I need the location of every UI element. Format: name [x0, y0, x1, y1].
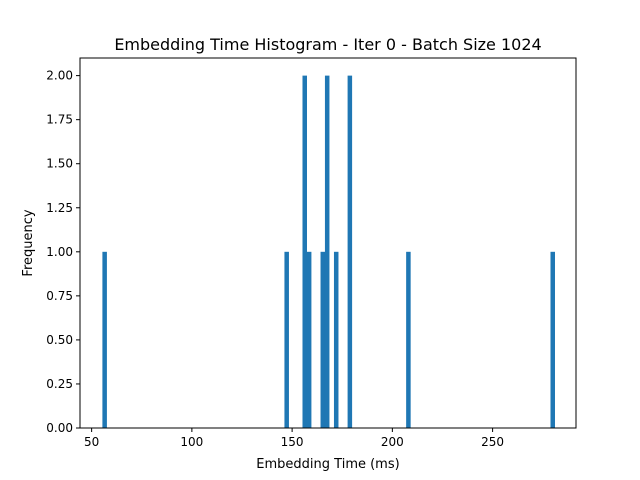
y-tick-label: 0.75: [46, 289, 73, 303]
x-tick-label: 100: [180, 435, 203, 449]
y-tick-label: 1.00: [46, 245, 73, 259]
chart-title: Embedding Time Histogram - Iter 0 - Batc…: [114, 35, 541, 54]
x-axis-ticks: 50 100 150 200 250: [84, 428, 504, 449]
histogram-bar: [306, 251, 312, 428]
x-tick-label: 50: [84, 435, 99, 449]
histogram-bar: [324, 75, 330, 429]
x-tick-label: 250: [481, 435, 504, 449]
x-axis-label: Embedding Time (ms): [256, 457, 399, 472]
y-tick-label: 1.25: [46, 201, 73, 215]
histogram-bar: [284, 251, 289, 428]
histogram-bar: [550, 251, 555, 428]
histogram-bar: [102, 251, 107, 428]
y-tick-label: 1.75: [46, 113, 73, 127]
y-axis-label: Frequency: [21, 209, 36, 276]
y-tick-label: 1.50: [46, 157, 73, 171]
y-tick-label: 2.00: [46, 69, 73, 83]
plot-frame: [79, 57, 577, 429]
y-tick-label: 0.00: [46, 421, 73, 435]
y-axis-ticks: 0.00 0.25 0.50 0.75 1.00 1.25 1.50 1.75 2.00: [46, 69, 80, 435]
histogram-bar: [320, 251, 326, 428]
bars-group: [102, 75, 555, 429]
y-tick-label: 0.25: [46, 377, 73, 391]
x-tick-label: 150: [281, 435, 304, 449]
histogram-bar: [347, 75, 353, 429]
x-tick-label: 200: [381, 435, 404, 449]
histogram-bar: [406, 251, 411, 428]
histogram-bar: [302, 75, 307, 429]
y-tick-label: 0.50: [46, 333, 73, 347]
histogram-bar: [333, 251, 339, 428]
